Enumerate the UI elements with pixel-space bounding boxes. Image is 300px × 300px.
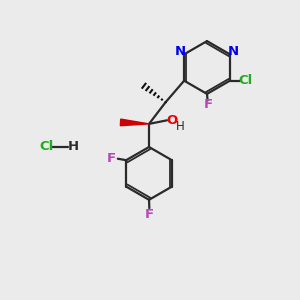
Text: F: F	[106, 152, 116, 165]
Polygon shape	[120, 119, 149, 126]
Text: H: H	[176, 120, 184, 134]
Text: Cl: Cl	[238, 74, 253, 87]
Text: O: O	[166, 114, 177, 127]
Text: Cl: Cl	[39, 140, 54, 154]
Text: H: H	[68, 140, 79, 154]
Text: F: F	[204, 98, 213, 111]
Text: F: F	[145, 208, 154, 221]
Text: N: N	[175, 45, 186, 58]
Text: N: N	[228, 45, 239, 58]
